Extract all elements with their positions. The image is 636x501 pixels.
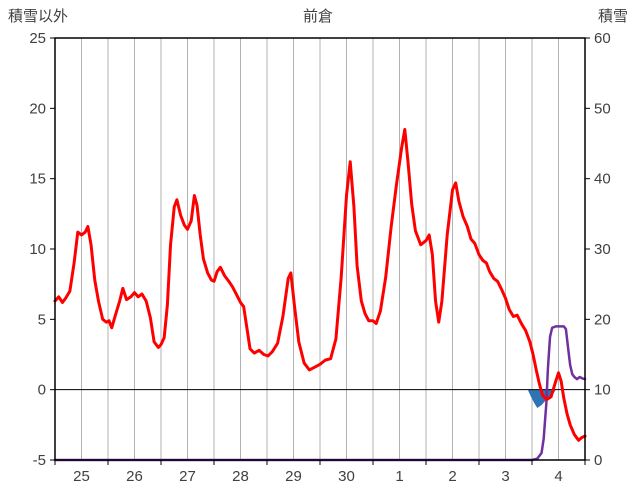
x-tick-label: 1 [395,468,403,485]
blue-area [527,389,556,408]
x-tick-label: 27 [179,468,196,485]
left-tick-label: -5 [33,452,46,469]
right-tick-label: 20 [594,311,611,328]
right-tick-label: 30 [594,241,611,258]
right-axis-title: 積雪 [597,8,628,25]
right-tick-label: 10 [594,382,611,399]
left-axis-title: 積雪以外 [8,8,69,25]
left-tick-label: 25 [29,30,46,47]
x-tick-label: 3 [501,468,509,485]
x-tick-label: 29 [285,468,302,485]
red-line [53,127,587,442]
left-tick-label: 20 [29,100,46,117]
x-tick-label: 2 [448,468,456,485]
left-tick-label: 5 [38,311,46,328]
x-tick-label: 4 [554,468,562,485]
left-tick-label: 15 [29,171,46,188]
purple-line [53,325,587,462]
x-tick-label: 26 [126,468,143,485]
x-tick-label: 30 [338,468,355,485]
x-tick-label: 25 [73,468,90,485]
left-tick-label: 10 [29,241,46,258]
right-tick-label: 0 [594,452,602,469]
right-tick-label: 40 [594,171,611,188]
left-tick-label: 0 [38,382,46,399]
right-tick-label: 50 [594,100,611,117]
x-tick-label: 28 [232,468,249,485]
right-tick-label: 60 [594,30,611,47]
